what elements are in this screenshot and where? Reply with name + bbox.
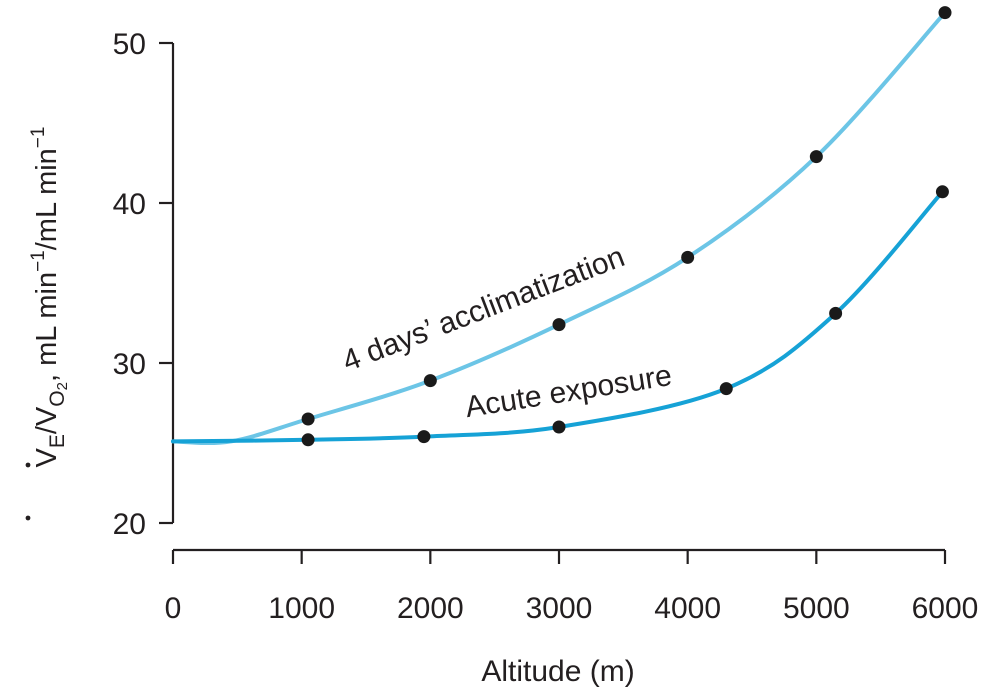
x-tick-label: 5000 bbox=[783, 592, 850, 625]
data-point bbox=[301, 433, 315, 447]
data-point bbox=[829, 306, 843, 320]
data-points bbox=[301, 6, 952, 447]
y-tick-label: 40 bbox=[113, 188, 146, 221]
data-point bbox=[423, 374, 437, 388]
y-tick-label: 20 bbox=[113, 508, 146, 541]
ylabel-dot bbox=[25, 462, 31, 468]
series-label-acute-exposure: Acute exposure bbox=[463, 359, 674, 424]
data-point bbox=[417, 430, 431, 444]
data-point bbox=[938, 6, 952, 20]
y-axis-title-text: VE/VO2, mL min−1/mL min−1 bbox=[28, 127, 71, 468]
x-tick-label: 0 bbox=[165, 592, 182, 625]
x-tick-label: 6000 bbox=[912, 592, 979, 625]
y-tick-label: 30 bbox=[113, 348, 146, 381]
data-point bbox=[301, 412, 315, 426]
ylabel-v2: V bbox=[31, 406, 63, 426]
data-point bbox=[719, 382, 733, 396]
data-point bbox=[552, 420, 566, 434]
data-point bbox=[681, 250, 695, 264]
data-point bbox=[935, 185, 949, 199]
ylabel-sub2n: 2 bbox=[54, 382, 71, 390]
ylabel-rest2: /mL min bbox=[31, 148, 63, 250]
ylabel-sub2: O bbox=[46, 390, 69, 406]
data-point bbox=[809, 150, 823, 164]
ylabel-sub1: E bbox=[46, 434, 69, 448]
y-axis-title: VE/VO2, mL min−1/mL min−1 bbox=[25, 127, 71, 521]
ylabel-dot-accents bbox=[25, 462, 31, 521]
ylabel-rest1: , mL min bbox=[31, 272, 63, 382]
x-tick-label: 4000 bbox=[654, 592, 721, 625]
x-axis-title: Altitude (m) bbox=[481, 655, 634, 688]
ylabel-slash: / bbox=[31, 425, 63, 434]
data-point bbox=[552, 318, 566, 332]
axes bbox=[159, 41, 947, 564]
tick-labels: 20 30 40 50 0 1000 2000 3000 4000 5000 6000 bbox=[113, 28, 979, 625]
x-tick-label: 3000 bbox=[526, 592, 593, 625]
ylabel-exp1: −1 bbox=[28, 250, 49, 272]
ylabel-exp2: −1 bbox=[28, 127, 49, 149]
x-tick-label: 1000 bbox=[268, 592, 335, 625]
ylabel-v1: V bbox=[31, 447, 63, 467]
ylabel-dot bbox=[25, 515, 31, 521]
y-tick-label: 50 bbox=[113, 28, 146, 61]
x-tick-label: 2000 bbox=[397, 592, 464, 625]
